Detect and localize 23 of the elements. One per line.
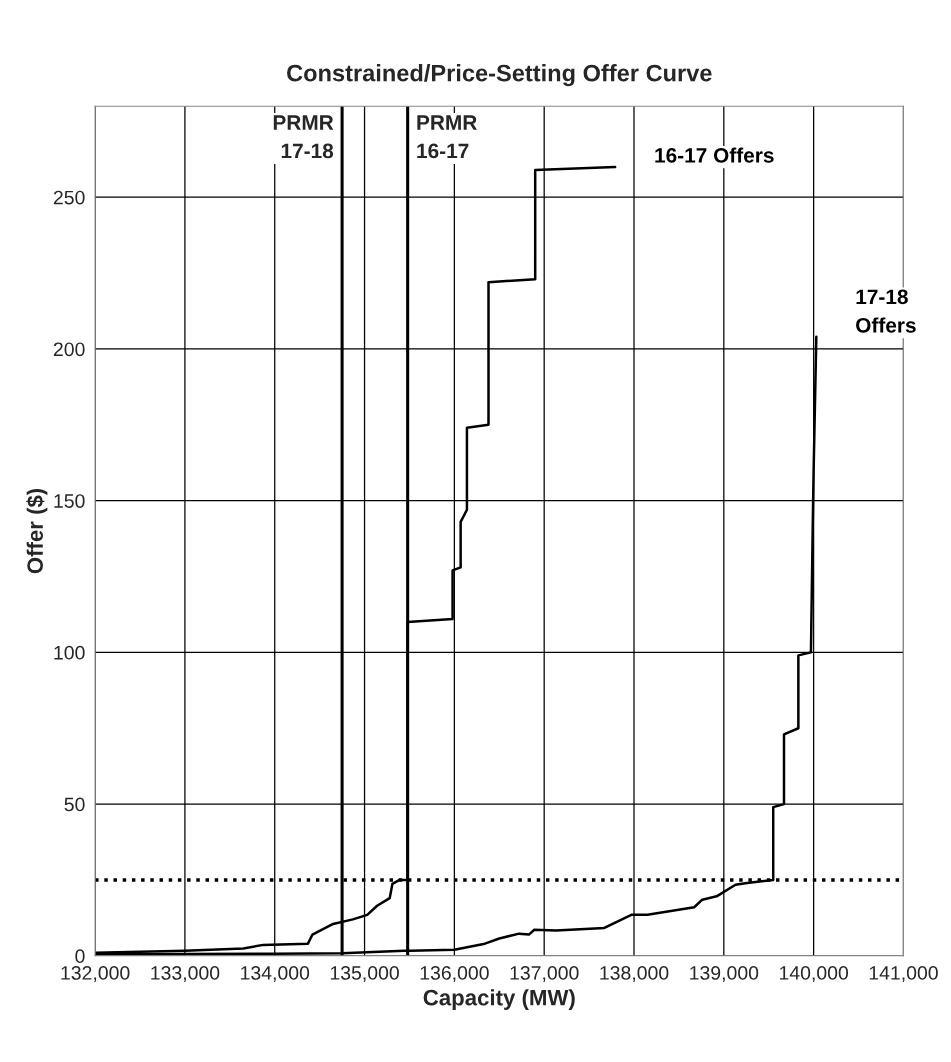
y-tick-label: 150 [54, 494, 85, 508]
chart-title: Constrained/Price-Setting Offer Curve [287, 64, 712, 87]
x-tick-label: 134,000 [241, 966, 310, 983]
x-tick-label: 139,000 [690, 966, 759, 983]
x-tick-label: 136,000 [420, 966, 489, 983]
y-tick-label: 0 [75, 949, 85, 964]
x-tick-label: 135,000 [330, 966, 399, 983]
y-tick-label: 200 [53, 342, 85, 357]
series-label: 16-17 Offers [655, 147, 774, 163]
x-tick-label: 137,000 [510, 966, 579, 983]
x-tick-label: 141,000 [869, 966, 938, 983]
y-tick-label: 100 [54, 645, 85, 660]
x-tick-label: 140,000 [779, 966, 849, 983]
x-tick-label: 132,000 [61, 966, 130, 983]
ref-line-label: PRMR 17-18 [273, 115, 334, 159]
x-tick-label: 138,000 [600, 966, 669, 983]
series-label: 17-18 Offers [856, 289, 916, 333]
y-tick-label: 50 [64, 797, 85, 812]
ref-line-label: PRMR 16-17 [417, 115, 477, 159]
x-tick-label: 133,000 [151, 966, 220, 983]
y-axis-title: Offer ($) [26, 488, 48, 574]
x-axis-title: Capacity (MW) [423, 989, 575, 1010]
y-tick-label: 250 [53, 190, 85, 205]
